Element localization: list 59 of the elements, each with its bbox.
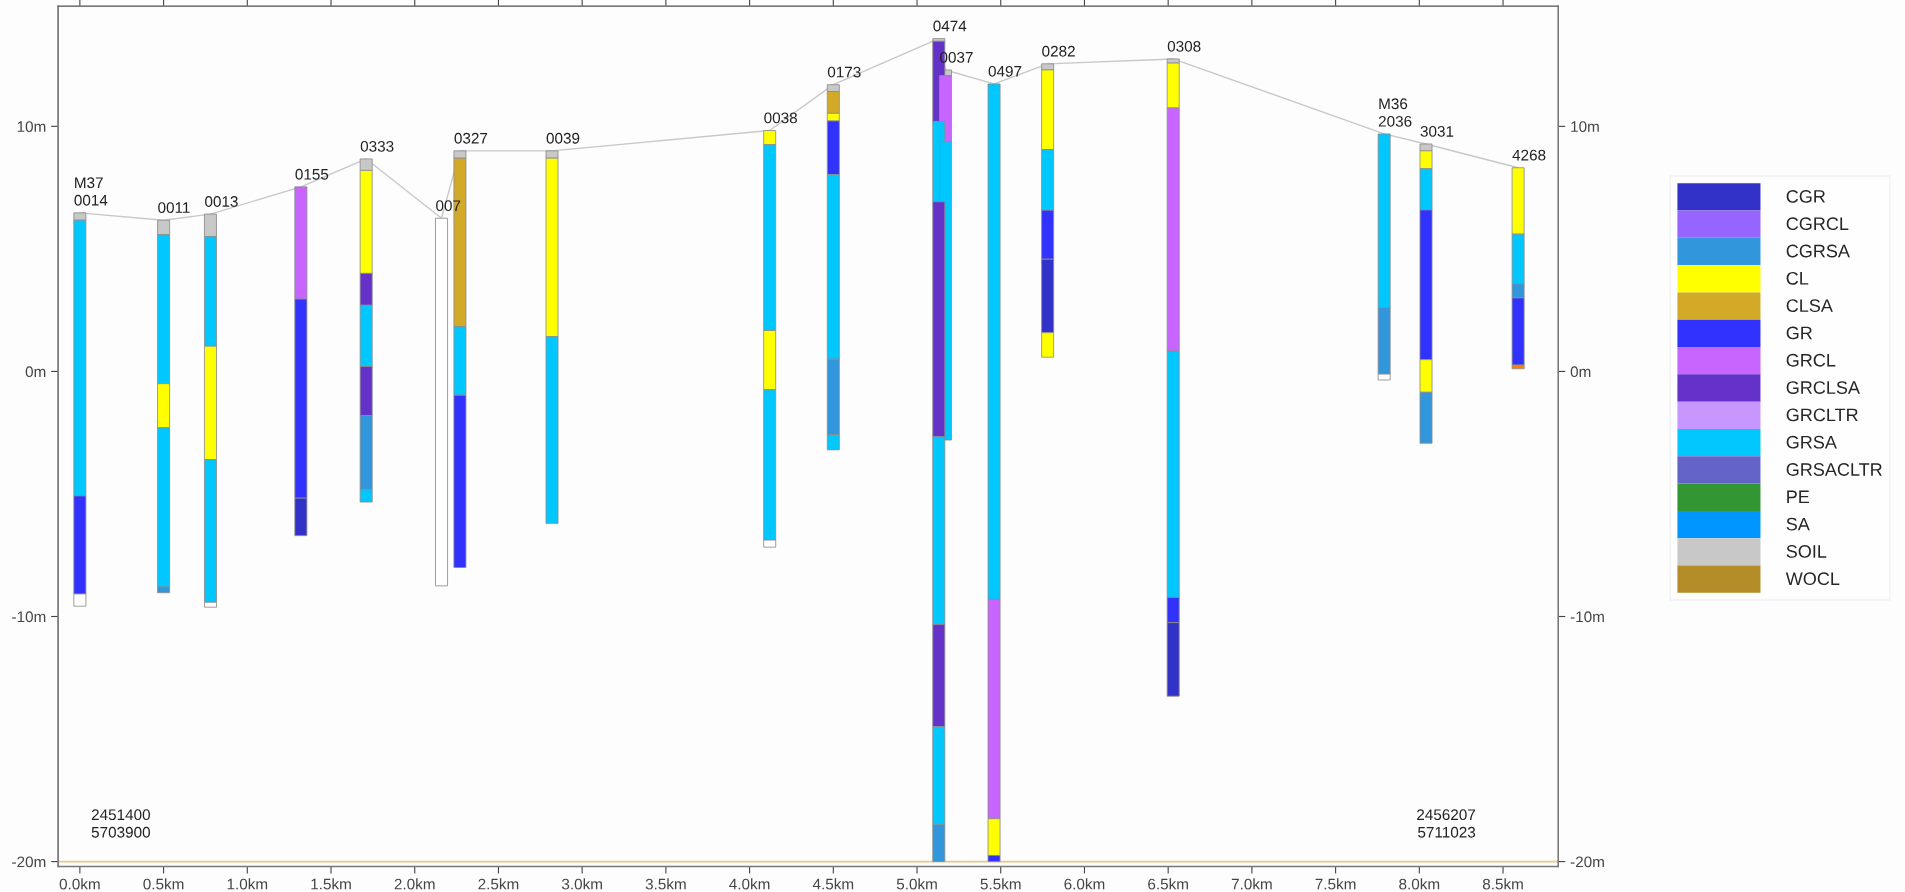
annotation: 0038 (764, 112, 797, 124)
legend-label: GRCLSA (1786, 381, 1860, 394)
annotation: 0327 (454, 132, 488, 144)
x-tick-label: 4.0km (729, 878, 770, 890)
annotation: 0474 (933, 20, 967, 32)
x-tick-label: 6.0km (1064, 878, 1105, 890)
legend-label: GR (1786, 326, 1812, 340)
x-tick-label: 5.0km (896, 878, 937, 890)
annotation: 0013 (205, 196, 238, 207)
x-tick-label: 0.5km (143, 878, 184, 890)
x-tick-label: 8.0km (1399, 878, 1440, 890)
annotation: 0308 (1167, 40, 1201, 52)
y2-tick-label: 0m (1570, 366, 1591, 378)
annotation: 2456207 5711023 (1417, 809, 1476, 838)
annotation: 0155 (295, 168, 329, 180)
x-tick-label: 6.5km (1148, 878, 1188, 890)
annotation: 0282 (1042, 45, 1075, 57)
x-tick-label: 4.5km (812, 878, 854, 890)
legend-label: SA (1786, 517, 1810, 531)
x-tick-label: 7.5km (1315, 878, 1356, 890)
x-tick-label: 5.5km (980, 878, 1021, 890)
legend-label: CL (1786, 271, 1809, 285)
x-tick-label: 3.0km (561, 878, 602, 890)
legend-label: WOCL (1785, 572, 1840, 586)
y2-tick-label: -10m (1570, 611, 1604, 623)
annotation: 0011 (158, 202, 190, 214)
y2-tick-label: -20m (1570, 856, 1604, 868)
annotation: M37 0014 (74, 177, 108, 206)
annotation: 4268 (1512, 149, 1546, 161)
y-tick-label: 0m (25, 366, 46, 378)
x-tick-label: 8.5km (1482, 878, 1523, 890)
legend-label: CLSA (1786, 299, 1833, 313)
x-tick-label: 3.5km (645, 878, 686, 890)
y-tick-label: -10m (12, 611, 46, 623)
x-tick-label: 1.0km (227, 878, 268, 890)
legend-label: PE (1787, 490, 1810, 504)
y2-tick-label: 10m (1571, 121, 1599, 133)
legend-label: GRSA (1786, 435, 1837, 449)
y-tick-label: 10m (17, 121, 46, 133)
legend-label: CGRCL (1786, 217, 1849, 231)
legend-label: GRSACLTR (1786, 463, 1882, 476)
annotation: M36 2036 (1378, 98, 1412, 127)
annotation: 0173 (827, 66, 861, 78)
x-tick-label: 0.0km (59, 878, 100, 890)
annotation: 0333 (360, 140, 394, 152)
annotation: 3031 (1420, 125, 1454, 137)
x-tick-label: 2.0km (394, 878, 435, 890)
legend-label: GRCL (1786, 353, 1836, 367)
x-tick-label: 7.0km (1231, 878, 1272, 890)
legend-label: SOIL (1786, 545, 1827, 558)
annotation: 0039 (546, 132, 580, 144)
legend-label: CGR (1786, 190, 1826, 203)
x-tick-label: 1.5km (311, 878, 351, 890)
legend-label: CGRSA (1786, 244, 1850, 258)
y-tick-label: -20m (12, 856, 46, 868)
annotation: 0497 (988, 65, 1022, 77)
x-tick-label: 2.5km (478, 878, 519, 890)
annotation: 2451400 5703900 (91, 809, 150, 838)
legend-label: GRCLTR (1786, 408, 1858, 422)
